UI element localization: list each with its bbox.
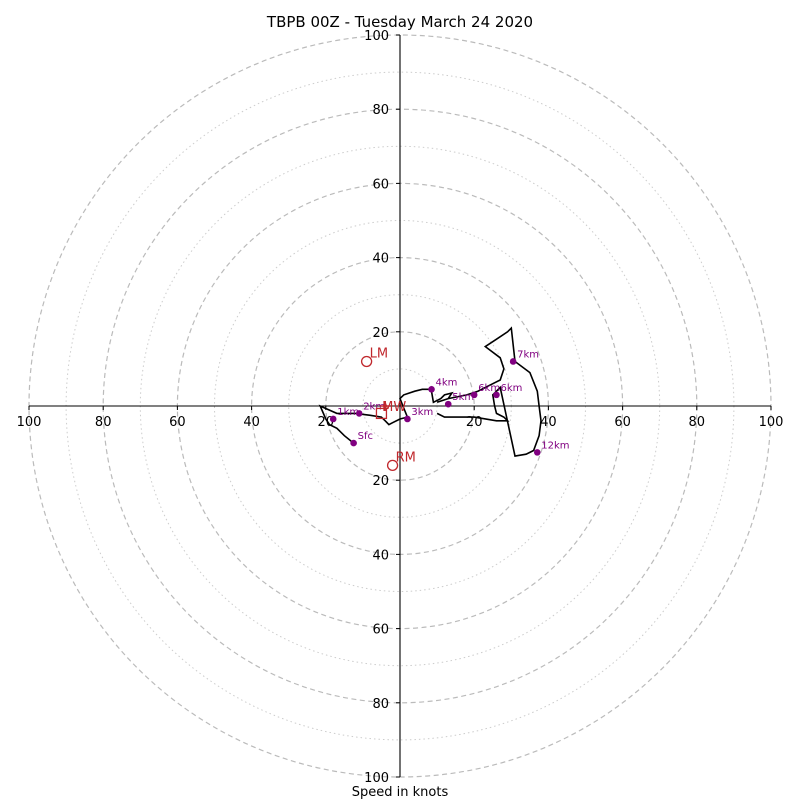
motion-markers: LM RM MW — [360, 346, 416, 472]
x-tick-label: 40 — [243, 415, 260, 430]
storm-motion-label: LM — [370, 346, 388, 361]
height-label: 2km — [363, 401, 385, 412]
height-label: 7km — [517, 349, 539, 360]
height-point — [350, 439, 357, 447]
mean-wind-label: MW — [382, 400, 406, 415]
height-label: 4km — [436, 377, 458, 388]
hodograph-trace — [318, 326, 542, 458]
y-tick-label: 60 — [372, 623, 389, 638]
hodograph-line — [318, 326, 542, 458]
x-tick-label: 100 — [17, 415, 42, 430]
x-tick-label: 60 — [169, 415, 186, 430]
x-tick-label: 80 — [95, 415, 112, 430]
y-tick-label: 80 — [372, 697, 389, 712]
height-label: 3km — [411, 407, 433, 418]
height-label: 6km — [500, 383, 522, 394]
height-point — [404, 415, 411, 423]
storm-motion-label: RM — [396, 450, 416, 465]
y-tick-label: 100 — [364, 29, 389, 44]
height-label: 6km — [478, 383, 500, 394]
x-tick-label: 80 — [689, 415, 706, 430]
x-tick-label: 20 — [466, 415, 483, 430]
y-tick-label: 100 — [364, 771, 389, 786]
axes — [29, 35, 771, 777]
height-point — [493, 391, 500, 399]
storm-motion-marker — [386, 459, 399, 472]
height-label: Sfc — [358, 431, 373, 442]
height-label: 5km — [452, 392, 474, 403]
y-tick-label: 40 — [372, 252, 389, 267]
y-tick-label: 80 — [372, 103, 389, 118]
height-point — [329, 415, 337, 423]
x-tick-label: 100 — [759, 415, 784, 430]
height-point — [428, 386, 435, 393]
y-tick-label: 60 — [372, 177, 389, 192]
height-point — [470, 391, 478, 399]
storm-motion-marker — [360, 355, 373, 368]
bunkers-square-marker — [375, 407, 388, 420]
height-point — [444, 400, 452, 408]
chart-title: TBPB 00Z - Tuesday March 24 2020 — [266, 13, 533, 31]
height-point — [533, 449, 541, 456]
x-tick-label: 60 — [614, 415, 631, 430]
height-point — [509, 358, 517, 365]
height-label: 1km — [337, 407, 359, 418]
x-tick-label: 40 — [540, 415, 557, 430]
mean-wind-marker — [380, 401, 391, 411]
height-point — [355, 410, 363, 417]
y-tick-label: 20 — [372, 474, 389, 489]
height-points: Sfc 1km 2km 3km 4km 5km 6km 6km 7km 12km — [329, 349, 570, 456]
x-axis-label: Speed in knots — [352, 785, 449, 800]
y-tick-label: 40 — [372, 548, 389, 563]
height-label: 12km — [541, 440, 569, 451]
y-tick-label: 20 — [372, 326, 389, 341]
